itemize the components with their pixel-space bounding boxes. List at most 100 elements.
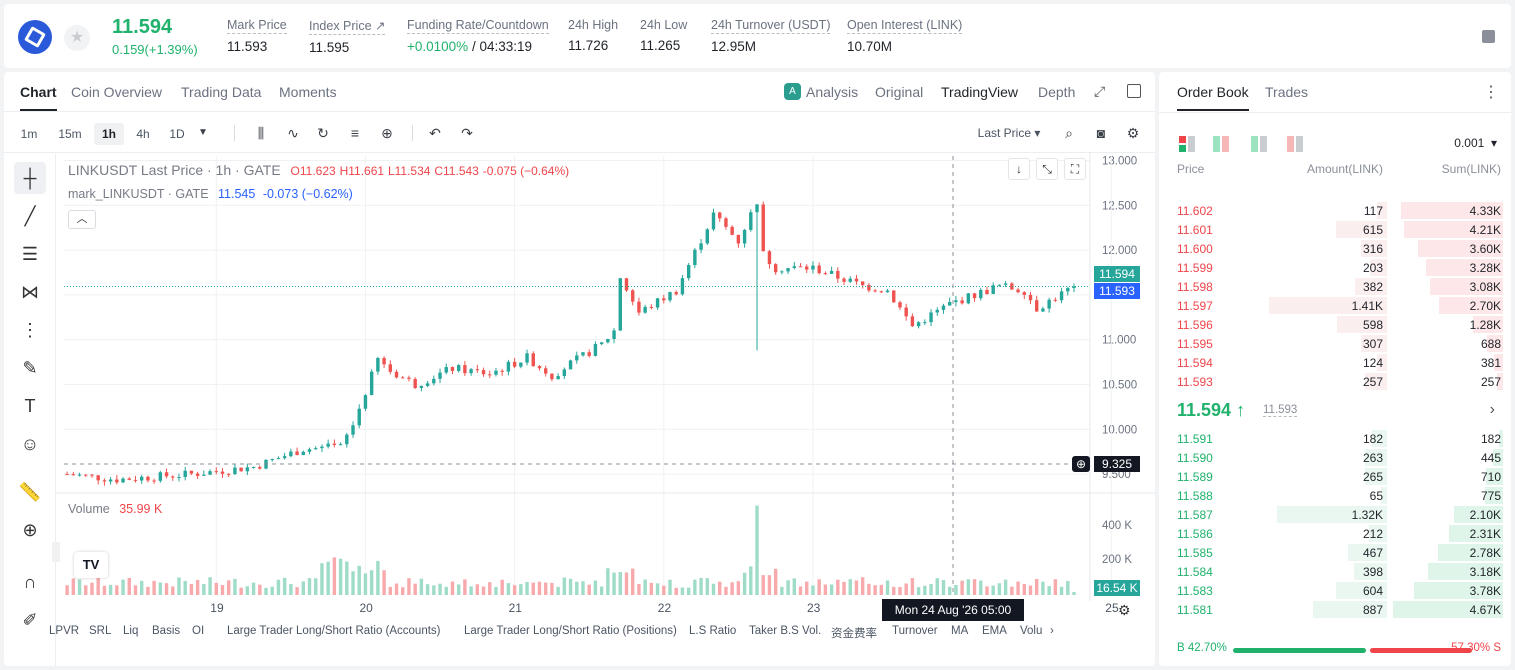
view-analysis[interactable]: Analysis [806, 84, 859, 100]
indicators-icon[interactable]: ∿ [287, 125, 299, 141]
bid-row[interactable]: 11.589 265 710 [1159, 467, 1511, 486]
view-original[interactable]: Original [875, 84, 924, 100]
parallel-lines-icon[interactable]: ☰ [21, 244, 39, 264]
gear-icon[interactable]: ⚙ [1126, 125, 1140, 141]
bid-row[interactable]: 11.583 604 3.78K [1159, 581, 1511, 600]
text-tool-icon[interactable]: T [24, 396, 36, 416]
tick-size-select[interactable]: 0.001 ▾ [1454, 136, 1497, 150]
bid-row[interactable]: 11.585 467 2.78K [1159, 543, 1511, 562]
indicator-funding-rate[interactable]: 资金费率 [831, 628, 877, 640]
chevron-right-icon[interactable]: › [1050, 625, 1054, 637]
indicator-ema[interactable]: EMA [982, 625, 1007, 637]
pencil-lock-icon[interactable]: ✐ [22, 610, 38, 630]
templates-icon[interactable]: ≡ [350, 125, 360, 141]
ruler-icon[interactable]: 📏 [18, 482, 42, 502]
indicator-volume[interactable]: Volu [1020, 625, 1043, 637]
indicator-large-trader-positions[interactable]: Large Trader Long/Short Ratio (Positions… [464, 625, 677, 637]
ask-row[interactable]: 11.597 1.41K 2.70K [1159, 296, 1511, 315]
indicator-liq[interactable]: Liq [123, 625, 139, 637]
redo-icon[interactable]: ↷ [461, 125, 473, 141]
search-icon[interactable]: ⌕ [1065, 125, 1073, 141]
timeframe-1d[interactable]: 1D [169, 127, 185, 141]
bid-row[interactable]: 11.591 182 182 [1159, 429, 1511, 448]
candle-body [879, 291, 884, 293]
price-type-select[interactable]: Last Price ▾ [977, 126, 1041, 140]
timeframe-15m[interactable]: 15m [58, 127, 82, 141]
timeframe-4h[interactable]: 4h [136, 127, 150, 141]
book-mode-asks-icon[interactable] [1287, 136, 1303, 152]
tab-trading-data[interactable]: Trading Data [181, 84, 262, 100]
add-line-icon[interactable]: ⊕ [1072, 456, 1090, 472]
book-mode-split-icon[interactable] [1213, 136, 1229, 152]
bid-row[interactable]: 11.587 1.32K 2.10K [1159, 505, 1511, 524]
stat-label[interactable]: Mark Price [227, 18, 287, 34]
ask-row[interactable]: 11.602 117 4.33K [1159, 201, 1511, 220]
zoom-in-icon[interactable]: ⊕ [22, 520, 38, 540]
ask-row[interactable]: 11.596 598 1.28K [1159, 315, 1511, 334]
view-tradingview[interactable]: TradingView [941, 84, 1019, 100]
book-mode-bids-icon[interactable] [1251, 136, 1267, 152]
undo-icon[interactable]: ↶ [429, 125, 441, 141]
stat-label[interactable]: 24h Turnover (USDT) [711, 18, 831, 34]
bid-row[interactable]: 11.590 263 445 [1159, 448, 1511, 467]
tab-coin-overview[interactable]: Coin Overview [71, 84, 163, 100]
tab-chart[interactable]: Chart [20, 84, 57, 111]
indicator-taker-bs-vol[interactable]: Taker B.S Vol. [749, 625, 822, 637]
book-mode-both-icon[interactable] [1179, 136, 1195, 152]
refresh-icon[interactable]: ↻ [317, 125, 329, 141]
camera-icon[interactable]: ◙ [1096, 125, 1106, 141]
expand-icon[interactable]: ⤢ [1094, 83, 1106, 99]
price-chart[interactable]: 13.00012.50012.00011.50011.00010.50010.0… [4, 72, 1155, 666]
stat-label[interactable]: Open Interest (LINK) [847, 18, 963, 34]
bid-row[interactable]: 11.586 212 2.31K [1159, 524, 1511, 543]
book-icon[interactable] [1482, 30, 1495, 43]
window-icon[interactable] [1127, 84, 1141, 98]
indicator-lpvr[interactable]: LPVR [49, 625, 80, 637]
tab-order-book[interactable]: Order Book [1177, 84, 1249, 111]
ask-row[interactable]: 11.594 124 381 [1159, 353, 1511, 372]
chevron-down-icon[interactable]: ▼ [198, 127, 208, 138]
brush-icon[interactable]: ✎ [22, 358, 38, 378]
ask-row[interactable]: 11.598 382 3.08K [1159, 277, 1511, 296]
chevron-right-icon[interactable]: › [1489, 401, 1495, 418]
indicator-turnover[interactable]: Turnover [892, 625, 938, 637]
collapse-icon[interactable]: ⤡ [1036, 158, 1058, 180]
pattern-icon[interactable]: ⋈ [21, 282, 39, 302]
trend-line-icon[interactable]: ╱ [24, 206, 36, 226]
ask-row[interactable]: 11.593 257 257 [1159, 372, 1511, 391]
fullscreen-icon[interactable]: ⛶ [1064, 158, 1086, 180]
collapse-legend-button[interactable]: ︿ [68, 210, 96, 229]
tab-moments[interactable]: Moments [279, 84, 337, 100]
stat-label[interactable]: Index Price ↗ [309, 19, 386, 35]
bid-row[interactable]: 11.584 398 3.18K [1159, 562, 1511, 581]
indicator-ma[interactable]: MA [951, 625, 969, 637]
ask-row[interactable]: 11.595 307 688 [1159, 334, 1511, 353]
indicator-basis[interactable]: Basis [152, 625, 181, 637]
indicator-oi[interactable]: OI [192, 625, 205, 637]
view-depth[interactable]: Depth [1038, 84, 1076, 100]
arrow-down-icon[interactable]: ↓ [1008, 158, 1030, 180]
timeframe-1m[interactable]: 1m [20, 127, 38, 141]
add-alert-icon[interactable]: ⊕ [381, 125, 393, 141]
magnet-icon[interactable]: ∩ [23, 572, 37, 592]
indicator-large-trader-accounts[interactable]: Large Trader Long/Short Ratio (Accounts) [227, 625, 441, 637]
emoji-icon[interactable]: ☺ [20, 434, 40, 454]
favorite-star-icon[interactable]: ★ [64, 25, 90, 51]
tradingview-logo[interactable]: TV [74, 552, 108, 578]
bid-row[interactable]: 11.588 65 775 [1159, 486, 1511, 505]
tab-trades[interactable]: Trades [1265, 84, 1309, 100]
ask-row[interactable]: 11.601 615 4.21K [1159, 220, 1511, 239]
fib-icon[interactable]: ⋮ [21, 320, 39, 340]
ask-row[interactable]: 11.599 203 3.28K [1159, 258, 1511, 277]
crosshair-icon[interactable]: ┼ [14, 162, 46, 194]
stat-funding-rate: Funding Rate/Countdown +0.0100% / 04:33:… [407, 18, 549, 54]
ask-row[interactable]: 11.600 316 3.60K [1159, 239, 1511, 258]
more-icon[interactable]: ⋮ [1483, 84, 1499, 101]
bid-row[interactable]: 11.581 887 4.67K [1159, 600, 1511, 619]
timeframe-1h[interactable]: 1h [94, 123, 124, 145]
stat-label[interactable]: Funding Rate/Countdown [407, 18, 549, 34]
indicator-srl[interactable]: SRL [89, 625, 112, 637]
indicator-ls-ratio[interactable]: L.S Ratio [689, 625, 737, 637]
candle-type-icon[interactable]: ⫼ [257, 125, 265, 141]
scale-settings-icon[interactable]: ⚙ [1118, 602, 1131, 618]
